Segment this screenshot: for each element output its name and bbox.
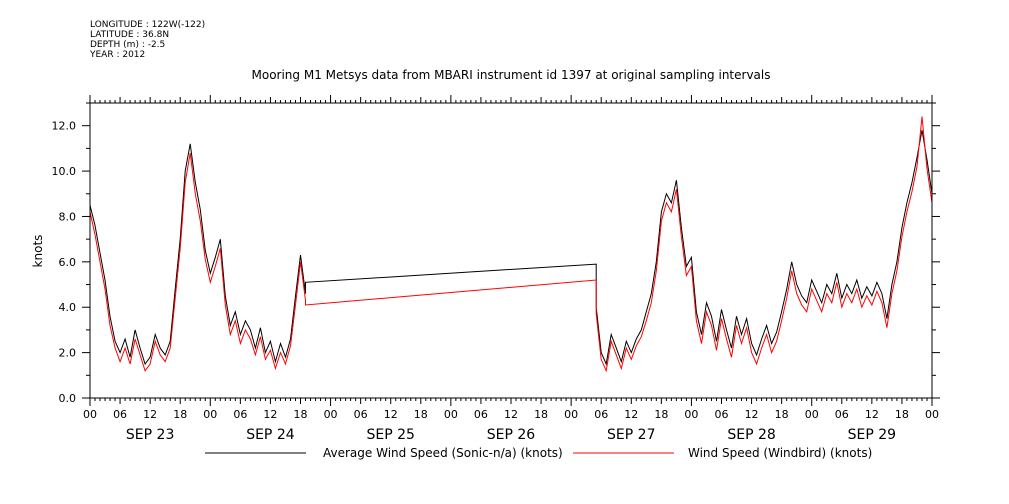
legend-entry-average-wind: Average Wind Speed (Sonic-n/a) (knots) xyxy=(323,446,563,460)
chart-title: Mooring M1 Metsys data from MBARI instru… xyxy=(251,68,771,82)
y-tick-label: 12.0 xyxy=(52,120,77,133)
x-tick-label: 18 xyxy=(534,408,548,421)
day-label: SEP 23 xyxy=(126,427,174,443)
x-tick-label: 06 xyxy=(233,408,247,421)
y-tick-label: 0.0 xyxy=(59,392,77,405)
x-tick-label: 06 xyxy=(354,408,368,421)
x-tick-label: 06 xyxy=(835,408,849,421)
x-tick-label: 00 xyxy=(684,408,698,421)
plot-frame xyxy=(89,102,933,399)
y-axis-label: knots xyxy=(31,235,45,268)
day-label: SEP 26 xyxy=(487,427,536,443)
x-tick-label: 18 xyxy=(654,408,668,421)
series-line-windbird xyxy=(89,116,933,373)
series-line-average-wind xyxy=(89,130,933,366)
depth-label: DEPTH (m) : -2.5 xyxy=(90,40,166,50)
x-tick-label: 00 xyxy=(444,408,458,421)
latitude-label: LATITUDE : 36.8N xyxy=(90,30,170,40)
x-tick-label: 12 xyxy=(384,408,398,421)
x-tick-label: 18 xyxy=(775,408,789,421)
axis-ticks xyxy=(82,95,940,406)
x-tick-label: 00 xyxy=(83,408,97,421)
day-label: SEP 24 xyxy=(246,427,295,443)
x-tick-label: 18 xyxy=(294,408,308,421)
x-tick-label: 00 xyxy=(324,408,338,421)
day-label: SEP 29 xyxy=(848,427,896,443)
series-layer xyxy=(89,116,933,373)
x-tick-label: 00 xyxy=(805,408,819,421)
day-label: SEP 27 xyxy=(607,427,655,443)
x-tick-label: 12 xyxy=(745,408,759,421)
x-tick-label: 00 xyxy=(203,408,217,421)
x-tick-label: 12 xyxy=(504,408,518,421)
day-label: SEP 28 xyxy=(727,427,775,443)
x-tick-label: 12 xyxy=(865,408,879,421)
axis-labels: 0.0 2.0 4.0 6.0 8.0 10.0 12.0 00 06 12 18 00 06 12 18 0… xyxy=(52,120,940,443)
x-tick-label: 06 xyxy=(594,408,608,421)
x-tick-label: 12 xyxy=(624,408,638,421)
x-tick-label: 06 xyxy=(474,408,488,421)
x-tick-label: 00 xyxy=(564,408,578,421)
year-label: YEAR : 2012 xyxy=(90,50,146,60)
y-tick-label: 2.0 xyxy=(59,347,77,360)
y-tick-label: 10.0 xyxy=(52,165,77,178)
x-tick-label: 06 xyxy=(113,408,127,421)
x-tick-label: 18 xyxy=(895,408,909,421)
x-tick-label: 06 xyxy=(715,408,729,421)
day-label: SEP 25 xyxy=(366,427,414,443)
legend-entry-windbird: Wind Speed (Windbird) (knots) xyxy=(688,446,873,460)
x-tick-label: 18 xyxy=(173,408,187,421)
x-tick-label: 00 xyxy=(925,408,939,421)
y-tick-label: 4.0 xyxy=(59,301,77,314)
longitude-label: LONGITUDE : 122W(-122) xyxy=(90,20,206,30)
station-metadata: LONGITUDE : 122W(-122) LATITUDE : 36.8N … xyxy=(90,20,205,60)
x-tick-label: 12 xyxy=(143,408,157,421)
y-tick-label: 6.0 xyxy=(59,256,77,269)
x-tick-label: 12 xyxy=(263,408,277,421)
x-tick-label: 18 xyxy=(414,408,428,421)
y-tick-label: 8.0 xyxy=(59,210,77,223)
